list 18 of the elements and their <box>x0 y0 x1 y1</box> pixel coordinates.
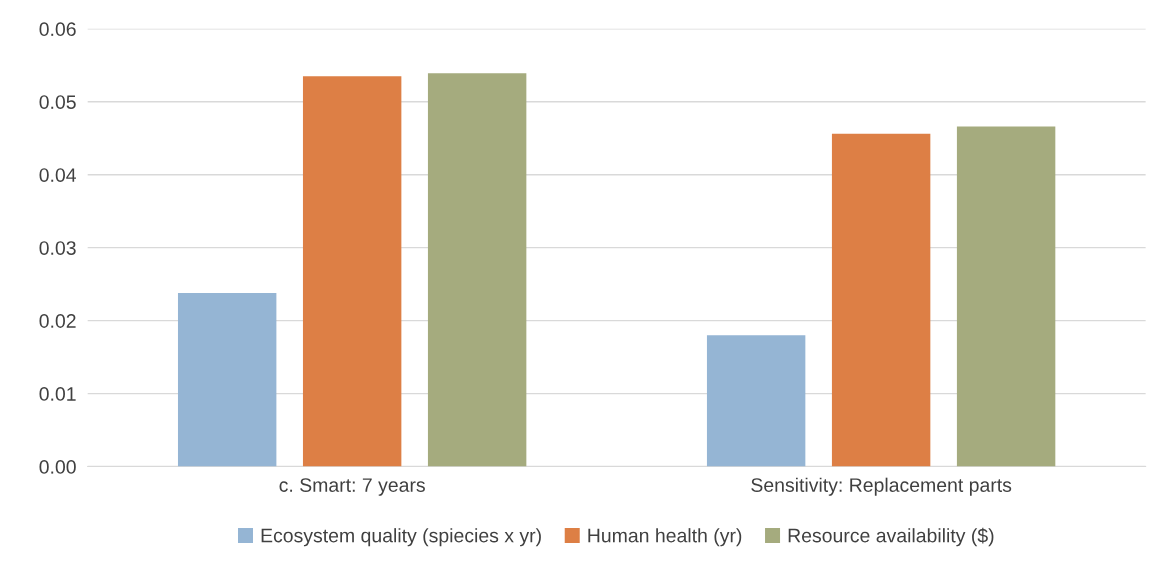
y-tick-label: 0.02 <box>39 314 76 328</box>
bar <box>177 292 277 467</box>
y-tick-label: 0.04 <box>39 168 76 182</box>
legend-label: Resource availability ($) <box>788 527 994 547</box>
y-tick-label: 0.01 <box>39 387 76 401</box>
bar <box>427 73 527 467</box>
x-tick-label: Sensitivity: Replacement parts <box>751 477 1012 496</box>
bar <box>302 76 402 467</box>
y-tick-label: 0.05 <box>39 95 76 109</box>
bar <box>831 133 931 467</box>
y-tick-label: 0.00 <box>39 460 76 474</box>
y-tick-label: 0.06 <box>39 22 76 37</box>
bar <box>956 126 1056 467</box>
y-tick-label: 0.03 <box>39 241 76 255</box>
legend-label: Ecosystem quality (spiecies x yr) <box>261 528 541 547</box>
bar <box>706 335 806 467</box>
x-tick-label: c. Smart: 7 years <box>279 478 425 496</box>
legend-label: Human health (yr) <box>588 528 742 547</box>
